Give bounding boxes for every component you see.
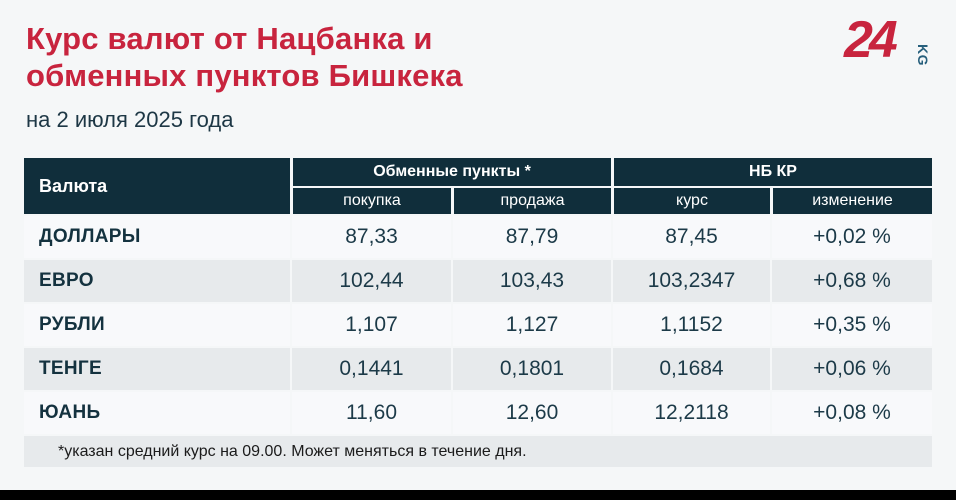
currency-table-body: ДОЛЛАРЫ 87,33 87,79 87,45 +0,02 % ЕВРО 1… [24, 216, 932, 436]
sell-value-cell: 12,60 [451, 392, 611, 436]
sell-value-cell: 1,127 [451, 304, 611, 348]
change-value-cell: +0,08 % [770, 392, 932, 436]
table-row-yuan: ЮАНЬ 11,60 12,60 12,2118 +0,08 % [24, 392, 932, 436]
page-header: Курс валют от Нацбанка и обменных пункто… [0, 0, 956, 133]
column-header-sell: продажа [451, 188, 611, 216]
column-header-change: изменение [770, 188, 932, 216]
table-row-euro: ЕВРО 102,44 103,43 103,2347 +0,68 % [24, 260, 932, 304]
buy-value-cell: 1,107 [290, 304, 451, 348]
sell-value-cell: 103,43 [451, 260, 611, 304]
buy-value-cell: 11,60 [290, 392, 451, 436]
buy-value-cell: 87,33 [290, 216, 451, 260]
change-value-cell: +0,02 % [770, 216, 932, 260]
currency-name-cell: ЕВРО [24, 260, 290, 304]
logo-kg-text: KG [915, 44, 931, 66]
currency-name-cell: РУБЛИ [24, 304, 290, 348]
sell-value-cell: 0,1801 [451, 348, 611, 392]
column-header-buy: покупка [290, 188, 451, 216]
currency-name-cell: ЮАНЬ [24, 392, 290, 436]
logo-24kg: 24 KG [844, 11, 936, 76]
page-title-line2: обменных пунктов Бишкека [26, 58, 463, 93]
page-title: Курс валют от Нацбанка и обменных пункто… [26, 20, 932, 94]
table-row-tenge: ТЕНГЕ 0,1441 0,1801 0,1684 +0,06 % [24, 348, 932, 392]
currency-name-cell: ТЕНГЕ [24, 348, 290, 392]
rate-value-cell: 103,2347 [611, 260, 770, 304]
column-header-rate: курс [611, 188, 770, 216]
currency-name-cell: ДОЛЛАРЫ [24, 216, 290, 260]
column-header-currency: Валюта [24, 158, 290, 216]
logo-24-text: 24 [844, 11, 898, 69]
date-subtitle: на 2 июля 2025 года [26, 107, 234, 132]
buy-value-cell: 0,1441 [290, 348, 451, 392]
buy-value-cell: 102,44 [290, 260, 451, 304]
page-title-line1: Курс валют от Нацбанка и [26, 21, 433, 56]
footnote: *указан средний курс на 09.00. Может мен… [24, 436, 932, 467]
bottom-bar [0, 490, 956, 500]
table-row-dollars: ДОЛЛАРЫ 87,33 87,79 87,45 +0,02 % [24, 216, 932, 260]
rate-value-cell: 0,1684 [611, 348, 770, 392]
column-group-exchange-offices: Обменные пункты * [290, 158, 611, 188]
table-row-rubles: РУБЛИ 1,107 1,127 1,1152 +0,35 % [24, 304, 932, 348]
sell-value-cell: 87,79 [451, 216, 611, 260]
rate-value-cell: 87,45 [611, 216, 770, 260]
currency-table: Валюта Обменные пункты * НБ КР покупка п… [24, 158, 932, 436]
column-group-nbkr: НБ КР [611, 158, 932, 188]
rate-value-cell: 12,2118 [611, 392, 770, 436]
change-value-cell: +0,68 % [770, 260, 932, 304]
currency-table-header: Валюта Обменные пункты * НБ КР покупка п… [24, 158, 932, 216]
rate-value-cell: 1,1152 [611, 304, 770, 348]
change-value-cell: +0,35 % [770, 304, 932, 348]
change-value-cell: +0,06 % [770, 348, 932, 392]
